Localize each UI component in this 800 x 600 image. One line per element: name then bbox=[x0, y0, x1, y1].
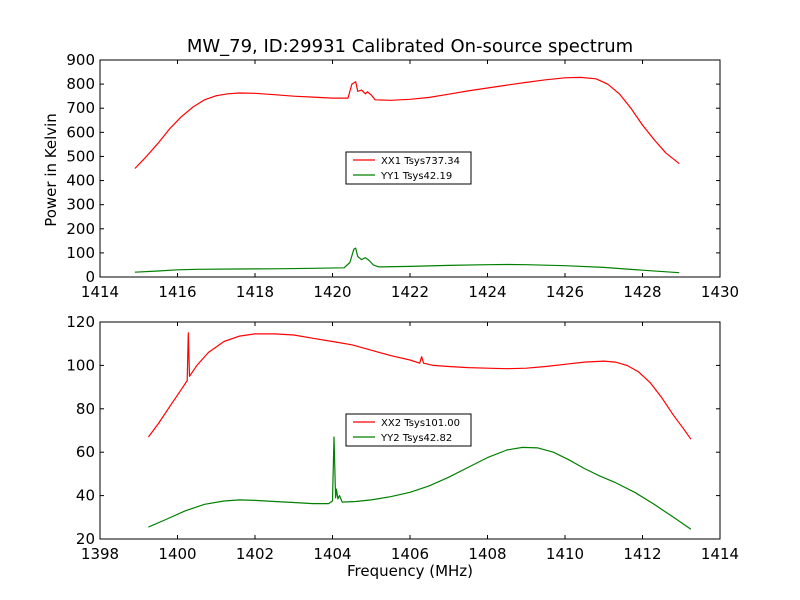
top-y-tick-label: 600 bbox=[66, 123, 95, 141]
top-spectrum-panel: MW_79, ID:29931 Calibrated On-source spe… bbox=[42, 36, 739, 301]
top-y-tick-label: 500 bbox=[66, 147, 95, 165]
top-x-tick-label: 1416 bbox=[158, 283, 196, 301]
bottom-y-tick-label: 20 bbox=[76, 530, 95, 548]
bottom-series-line-yy bbox=[148, 436, 692, 530]
bottom-y-tick-label: 120 bbox=[66, 313, 95, 331]
bottom-x-tick-label: 1398 bbox=[81, 545, 119, 563]
bottom-x-tick-label: 1402 bbox=[236, 545, 274, 563]
bottom-y-tick-label: 60 bbox=[76, 443, 95, 461]
bottom-x-axis-label: Frequency (MHz) bbox=[347, 562, 473, 580]
top-axis-ticks: 1414 1416 1418 1420 1422 1424 1426 1428 1430 0 100… bbox=[66, 51, 739, 301]
bottom-x-tick-label: 1412 bbox=[623, 545, 661, 563]
bottom-x-tick-label: 1414 bbox=[701, 545, 739, 563]
top-y-tick-label: 100 bbox=[66, 244, 95, 262]
top-legend-label-xx1: XX1 Tsys737.34 bbox=[381, 156, 460, 167]
top-y-axis-label: Power in Kelvin bbox=[42, 113, 60, 227]
bottom-spectrum-panel: Frequency (MHz) 1398 1400 1402 1404 1406 1408… bbox=[66, 313, 739, 580]
top-x-tick-label: 1424 bbox=[468, 283, 506, 301]
top-x-tick-label: 1420 bbox=[313, 283, 351, 301]
bottom-x-tick-label: 1410 bbox=[546, 545, 584, 563]
bottom-plot-frame bbox=[99, 321, 721, 540]
top-y-tick-label: 800 bbox=[66, 75, 95, 93]
bottom-plot-lines bbox=[147, 332, 692, 530]
bottom-legend-label-yy2: YY2 Tsys42.82 bbox=[380, 433, 452, 444]
top-plot-lines bbox=[134, 76, 680, 274]
bottom-axis-ticks: 1398 1400 1402 1404 1406 1408 1410 1412 1414 20 40… bbox=[66, 313, 739, 563]
bottom-x-tick-label: 1406 bbox=[391, 545, 429, 563]
top-legend: XX1 Tsys737.34 YY1 Tsys42.19 bbox=[345, 151, 472, 185]
top-chart-title: MW_79, ID:29931 Calibrated On-source spe… bbox=[187, 36, 633, 57]
top-legend-label-yy1: YY1 Tsys42.19 bbox=[380, 171, 452, 182]
top-y-tick-label: 700 bbox=[66, 99, 95, 117]
top-series-line-xx bbox=[134, 76, 680, 169]
top-y-tick-label: 200 bbox=[66, 220, 95, 238]
top-y-tick-label: 0 bbox=[85, 268, 95, 286]
top-y-tick-label: 300 bbox=[66, 196, 95, 214]
bottom-y-tick-label: 40 bbox=[76, 487, 95, 505]
bottom-y-tick-label: 80 bbox=[76, 400, 95, 418]
top-x-tick-label: 1414 bbox=[81, 283, 119, 301]
bottom-legend-box bbox=[345, 413, 472, 447]
bottom-series-line-xx bbox=[147, 332, 692, 440]
bottom-x-tick-label: 1404 bbox=[313, 545, 351, 563]
bottom-x-tick-label: 1408 bbox=[468, 545, 506, 563]
top-x-tick-label: 1428 bbox=[623, 283, 661, 301]
top-plot-frame bbox=[99, 59, 721, 278]
bottom-legend-label-xx2: XX2 Tsys101.00 bbox=[381, 418, 460, 429]
top-x-tick-label: 1418 bbox=[236, 283, 274, 301]
top-x-tick-label: 1430 bbox=[701, 283, 739, 301]
bottom-y-tick-label: 100 bbox=[66, 356, 95, 374]
bottom-x-tick-label: 1400 bbox=[158, 545, 196, 563]
top-x-tick-label: 1426 bbox=[546, 283, 584, 301]
top-y-tick-label: 900 bbox=[66, 51, 95, 69]
top-legend-box bbox=[345, 151, 472, 185]
top-series-line-yy bbox=[134, 247, 680, 274]
top-x-tick-label: 1422 bbox=[391, 283, 429, 301]
top-y-tick-label: 400 bbox=[66, 172, 95, 190]
bottom-legend: XX2 Tsys101.00 YY2 Tsys42.82 bbox=[345, 413, 472, 447]
